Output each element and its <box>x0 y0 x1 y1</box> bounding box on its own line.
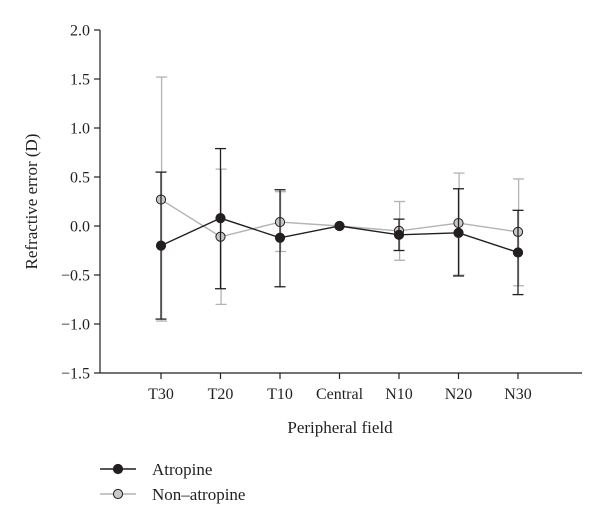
y-tick-label: −1.5 <box>61 366 90 383</box>
data-point <box>215 213 226 224</box>
y-tick-label: −0.5 <box>61 268 90 285</box>
x-tick-label: N30 <box>504 386 532 403</box>
y-ticks: 2.0 1.5 1.0 0.5 0.0 −0.5 −1.0 −1.5 <box>61 23 100 383</box>
series-line <box>160 198 519 238</box>
data-point <box>393 229 405 240</box>
series-layer <box>155 76 525 322</box>
series-non-atropine <box>155 76 525 322</box>
y-tick-label: 0.5 <box>70 170 90 187</box>
x-ticks: T30 T20 T10 Central N10 N20 N30 <box>148 373 532 403</box>
y-tick-label: 1.5 <box>70 72 90 89</box>
legend-entry-non-atropine: Non–atropine <box>100 485 245 504</box>
data-point <box>453 227 464 238</box>
x-tick-label: T30 <box>148 386 174 403</box>
y-axis-title: Refractive error (D) <box>22 134 41 270</box>
legend-label-atropine: Atropine <box>152 460 212 479</box>
data-point <box>155 240 167 251</box>
x-tick-label: N20 <box>445 386 473 403</box>
axes <box>99 30 582 374</box>
y-tick-label: 2.0 <box>70 23 90 40</box>
y-tick-label: 1.0 <box>70 121 90 138</box>
series-atropine <box>155 147 524 320</box>
legend: Atropine Non–atropine <box>100 460 245 504</box>
legend-marker-non-atropine <box>112 488 124 500</box>
data-point <box>512 247 524 258</box>
x-axis-title: Peripheral field <box>287 418 393 437</box>
x-tick-label: N10 <box>385 386 413 403</box>
legend-marker-atropine <box>112 463 124 475</box>
y-tick-label: 0.0 <box>70 219 90 236</box>
legend-entry-atropine: Atropine <box>100 460 212 479</box>
y-tick-label: −1.0 <box>61 317 90 334</box>
x-tick-label: Central <box>316 386 364 403</box>
x-tick-label: T20 <box>208 386 234 403</box>
x-tick-label: T10 <box>267 386 293 403</box>
legend-label-non-atropine: Non–atropine <box>152 485 245 504</box>
data-point <box>334 220 345 232</box>
data-point <box>274 232 286 243</box>
